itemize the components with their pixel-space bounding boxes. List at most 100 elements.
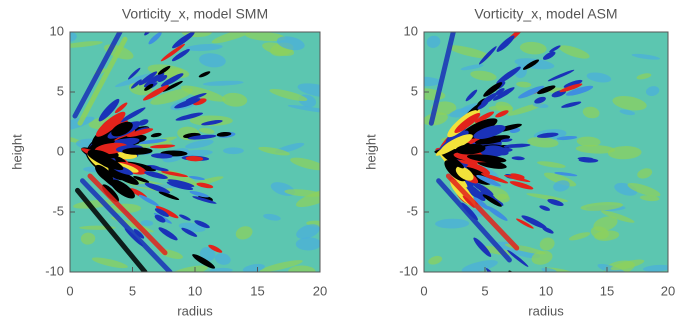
field-patch: [527, 136, 559, 148]
field-patch: [558, 45, 590, 59]
field-streak: [188, 175, 205, 181]
field-streak: [480, 173, 509, 184]
field-patch: [223, 147, 244, 155]
field-streak: [142, 85, 169, 101]
x-tick-label: 5: [129, 283, 136, 298]
field-streak: [494, 88, 505, 96]
field-band: [72, 32, 123, 119]
vorticity-field: [70, 32, 320, 272]
field-patch: [612, 96, 647, 111]
field-streak: [179, 214, 191, 221]
field-patch: [428, 255, 443, 265]
field-streak: [154, 208, 169, 217]
field-streak: [114, 102, 128, 114]
field-streak: [149, 144, 176, 149]
field-streak: [537, 85, 556, 95]
field-streak: [563, 79, 583, 88]
field-streak: [160, 43, 186, 62]
field-streak: [192, 98, 207, 106]
field-streak: [534, 96, 546, 104]
field-streak: [127, 67, 141, 80]
field-patch: [175, 149, 213, 158]
field-streak: [482, 194, 502, 207]
field-patch: [461, 260, 498, 272]
field-streak: [461, 202, 478, 221]
field-patch: [189, 115, 233, 126]
field-streak: [208, 244, 223, 253]
field-patch: [199, 127, 215, 134]
field-patch: [295, 188, 320, 208]
field-patch: [575, 144, 616, 154]
field-streak: [172, 32, 195, 49]
field-patch: [639, 195, 660, 202]
field-patch: [594, 230, 620, 241]
field-patch: [582, 106, 600, 119]
field-band: [87, 173, 168, 256]
field-streak: [175, 112, 204, 121]
field-streak: [521, 215, 547, 229]
field-patch: [214, 253, 231, 265]
field-patch: [460, 64, 484, 71]
field-patch: [537, 161, 566, 168]
y-tick-label: -10: [399, 263, 418, 278]
field-streak: [547, 199, 564, 207]
field-streak: [507, 249, 529, 267]
y-tick-label: 5: [411, 83, 418, 98]
field-streak: [126, 128, 154, 137]
field-streak: [554, 172, 578, 177]
field-streak: [185, 155, 204, 162]
field-streak: [465, 89, 478, 102]
field-streak: [133, 229, 145, 239]
field-streak: [486, 205, 508, 221]
field-streak: [151, 166, 169, 172]
field-streak: [511, 156, 525, 161]
field-streak: [478, 46, 497, 65]
field-streak: [110, 169, 139, 185]
field-streak: [516, 218, 534, 229]
field-streak: [122, 147, 153, 155]
field-band: [77, 36, 128, 126]
field-patch: [426, 35, 441, 48]
field-patch: [150, 88, 194, 105]
field-patch: [539, 237, 555, 251]
field-patch: [610, 259, 645, 271]
field-patch: [200, 246, 216, 261]
field-streak: [539, 205, 551, 211]
field-patch: [70, 41, 103, 48]
field-streak: [143, 72, 165, 88]
x-axis-label: radius: [177, 303, 213, 318]
field-patch: [586, 72, 612, 83]
field-streak: [549, 45, 561, 53]
field-patch: [296, 224, 320, 239]
field-streak: [144, 171, 168, 179]
x-tick-label: 15: [600, 283, 614, 298]
y-tick-label: 10: [50, 23, 64, 38]
field-streak: [496, 35, 515, 52]
field-patch: [636, 73, 652, 80]
field-streak: [162, 80, 183, 92]
field-streak: [192, 254, 216, 269]
field-streak: [517, 85, 545, 99]
field-streak: [454, 112, 481, 133]
chart-title: Vorticity_x, model SMM: [122, 6, 268, 22]
field-patch: [297, 83, 320, 98]
field-patch: [568, 232, 591, 241]
field-streak: [474, 135, 511, 145]
field-streak: [474, 111, 495, 123]
field-patch: [211, 32, 256, 44]
vorticity-field: [424, 32, 668, 272]
field-patch: [643, 264, 668, 272]
field-streak: [158, 227, 178, 241]
y-axis-label: height: [9, 134, 24, 170]
y-axis-label: height: [363, 134, 378, 170]
field-streak: [473, 237, 492, 257]
x-tick-label: 15: [250, 283, 264, 298]
field-patch: [287, 104, 320, 113]
field-streak: [455, 166, 474, 181]
field-patch: [553, 180, 570, 192]
field-patch: [284, 189, 320, 197]
field-band: [445, 173, 520, 251]
field-streak: [196, 182, 214, 189]
field-streak: [481, 92, 498, 105]
